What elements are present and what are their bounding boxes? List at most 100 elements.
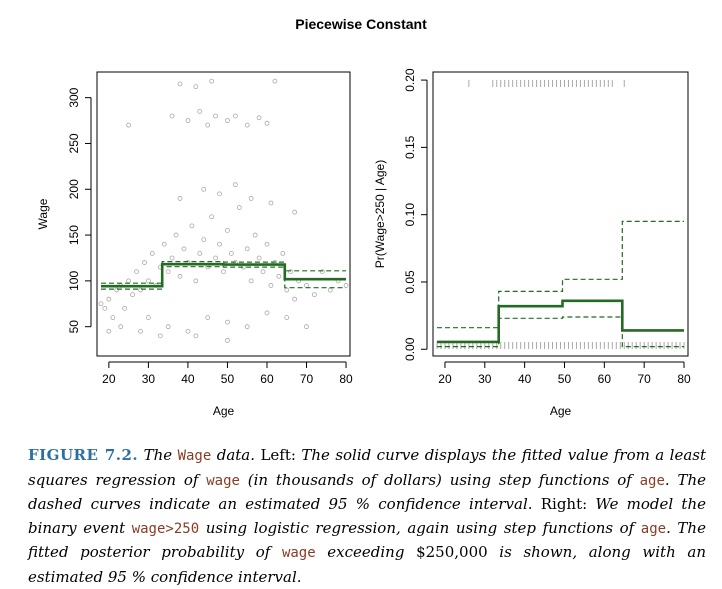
y-axis-label: Pr(Wage>250 | Age) (373, 160, 387, 268)
caption-code: age (640, 520, 667, 537)
scatter-point (205, 315, 211, 320)
scatter-point (319, 269, 325, 275)
x-tick-label: 40 (518, 372, 532, 386)
confidence-band-line (437, 316, 684, 348)
confidence-band-line (101, 266, 346, 290)
plot-frame (96, 71, 351, 357)
scatter-point (114, 287, 120, 293)
scatter-point (173, 232, 179, 238)
scatter-point (256, 115, 262, 121)
scatter-point (292, 209, 298, 215)
scatter-point (145, 278, 151, 284)
caption-text: (in thousands of dollars) using step fun… (239, 470, 640, 489)
y-tick-label: 300 (67, 87, 81, 107)
scatter-point (165, 324, 171, 330)
scatter-point (304, 324, 309, 330)
x-tick-label: 80 (339, 372, 353, 386)
caption-code: wage>250 (131, 520, 200, 537)
scatter-point (272, 78, 278, 84)
scatter-point (244, 246, 250, 252)
scatter-point (185, 118, 191, 123)
x-tick-label: 70 (637, 372, 651, 386)
scatter-point (288, 269, 294, 275)
scatter-point (149, 250, 155, 256)
caption-text: is shown, along with an estimated 95 % c… (28, 543, 706, 586)
scatter-point (106, 328, 112, 334)
x-tick-label: 70 (300, 372, 314, 386)
scatter-point (169, 113, 175, 119)
caption-code: wage (206, 472, 240, 489)
scatter-point (177, 196, 183, 201)
y-tick-label: 0.15 (403, 135, 417, 159)
caption-text: data. (211, 446, 261, 464)
scatter-point (217, 191, 222, 197)
scatter-point (264, 120, 270, 126)
x-tick-label: 50 (221, 372, 235, 386)
scatter-point (252, 232, 258, 238)
chart-right-probability: 20 30 40 50 60 70 80 Age 0.00 0.05 0.10 0.15 0.20 Pr(… (373, 68, 691, 418)
scatter-point (193, 333, 199, 339)
figure-title: Piecewise Constant (295, 16, 427, 32)
scatter-point (157, 333, 163, 339)
scatter-point (138, 328, 143, 334)
scatter-point (209, 214, 215, 220)
scatter-point (268, 283, 274, 288)
scatter-point (142, 260, 147, 265)
scatter-point (217, 241, 222, 247)
scatter-point (201, 237, 207, 243)
y-tick-label: 0.00 (403, 337, 417, 361)
scatter-point (177, 273, 183, 279)
scatter-point (244, 122, 250, 128)
x-tick-label: 80 (677, 372, 691, 386)
scatter-point (209, 78, 215, 84)
scatter-point (169, 255, 175, 261)
scatter-point (221, 269, 226, 275)
figure-caption: FIGURE 7.2. The Wage data. Left: The sol… (28, 444, 706, 589)
y-tick-label: 50 (67, 320, 81, 334)
scatter-point (244, 324, 250, 330)
scatter-point (343, 283, 349, 288)
x-tick-label: 60 (598, 372, 612, 386)
y-tick-label: 100 (67, 271, 81, 291)
caption-text: $250,000 (416, 543, 488, 561)
scatter-point (225, 319, 230, 325)
scatter-point (102, 305, 108, 311)
scatter-point (213, 113, 218, 119)
caption-text: We model the binary event (28, 495, 706, 537)
scatter-point (260, 269, 266, 275)
y-tick-label: 150 (67, 225, 81, 245)
confidence-band-line (437, 220, 684, 329)
scatter-point (264, 241, 270, 247)
scatter-point (134, 269, 139, 275)
scatter-point (118, 324, 124, 330)
y-tick-label: 200 (67, 179, 81, 199)
scatter-point (197, 250, 203, 256)
scatter-point (312, 292, 317, 298)
x-tick-label: 30 (478, 372, 492, 386)
y-axis-label: Wage (36, 198, 50, 229)
scatter-point (264, 310, 270, 316)
scatter-point (193, 278, 199, 284)
scatter-point (181, 246, 187, 252)
scatter-point (197, 108, 203, 114)
caption-code: Wage (177, 448, 212, 464)
x-tick-label: 60 (260, 372, 274, 386)
caption-text: Left: (260, 446, 302, 464)
scatter-point (205, 122, 211, 128)
scatter-point (284, 287, 290, 293)
caption-text: . The dashed curves indicate an estimate… (28, 470, 706, 514)
caption-code: age (639, 472, 665, 489)
caption-code: wage (281, 545, 316, 561)
scatter-point (280, 250, 286, 256)
scatter-point (110, 315, 116, 320)
y-tick-label: 0.10 (403, 203, 417, 227)
scatter-point (145, 315, 151, 320)
y-tick-label: 0.20 (403, 68, 417, 92)
scatter-point (292, 296, 298, 302)
scatter-point (122, 305, 128, 311)
x-tick-label: 20 (438, 372, 452, 386)
x-tick-label: 20 (102, 372, 116, 386)
x-tick-label: 30 (142, 372, 156, 386)
scatter-point (268, 200, 274, 206)
scatter-point (225, 338, 230, 343)
